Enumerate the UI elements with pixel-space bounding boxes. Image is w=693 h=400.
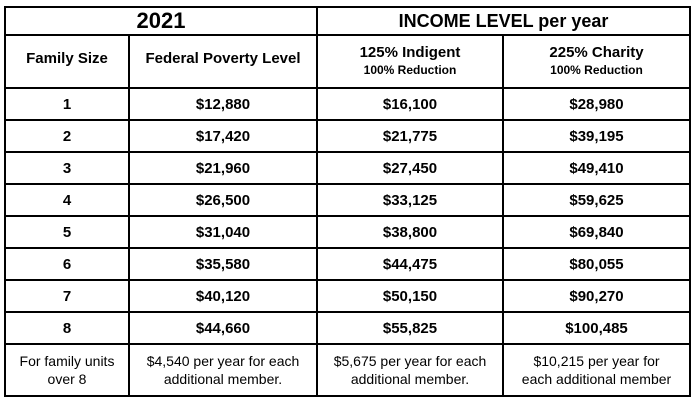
charity-value: $49,410 — [502, 151, 691, 185]
footer-indigent-line1: $5,675 per year for each — [333, 352, 487, 369]
table-row: 6 $35,580 $44,475 $80,055 — [4, 247, 691, 281]
indigent-value: $33,125 — [316, 183, 504, 217]
footer-poverty-line2: additional member. — [163, 371, 283, 387]
family-size-value: 2 — [4, 119, 130, 153]
charity-value: $59,625 — [502, 183, 691, 217]
footer-poverty-line1: $4,540 per year for each — [146, 352, 300, 369]
poverty-level-value: $26,500 — [128, 183, 318, 217]
charity-subtitle: 100% Reduction — [550, 63, 643, 78]
poverty-level-value: $17,420 — [128, 119, 318, 153]
charity-value: $28,980 — [502, 87, 691, 121]
charity-value: $90,270 — [502, 279, 691, 313]
footer-label-line2: over 8 — [47, 371, 87, 387]
footer-indigent-note: $5,675 per year for each additional memb… — [316, 343, 504, 397]
indigent-value: $50,150 — [316, 279, 504, 313]
table-row: 4 $26,500 $33,125 $59,625 — [4, 183, 691, 217]
footer-poverty-level-note: $4,540 per year for each additional memb… — [128, 343, 318, 397]
poverty-level-value: $21,960 — [128, 151, 318, 185]
poverty-level-value: $44,660 — [128, 311, 318, 345]
charity-value: $39,195 — [502, 119, 691, 153]
indigent-value: $38,800 — [316, 215, 504, 249]
indigent-value: $16,100 — [316, 87, 504, 121]
indigent-title: 125% Indigent — [359, 44, 461, 62]
column-header-poverty-level: Federal Poverty Level — [128, 34, 318, 89]
charity-value: $69,840 — [502, 215, 691, 249]
footer-family-units-label: For family units over 8 — [4, 343, 130, 397]
table-row: 7 $40,120 $50,150 $90,270 — [4, 279, 691, 313]
indigent-value: $27,450 — [316, 151, 504, 185]
footer-charity-line2: each additional member — [521, 371, 672, 387]
table-row: 5 $31,040 $38,800 $69,840 — [4, 215, 691, 249]
family-size-value: 4 — [4, 183, 130, 217]
family-size-value: 7 — [4, 279, 130, 313]
charity-title: 225% Charity — [549, 44, 644, 62]
family-size-value: 6 — [4, 247, 130, 281]
poverty-level-value: $12,880 — [128, 87, 318, 121]
table-row: 2 $17,420 $21,775 $39,195 — [4, 119, 691, 153]
table-row: 8 $44,660 $55,825 $100,485 — [4, 311, 691, 345]
indigent-value: $55,825 — [316, 311, 504, 345]
charity-value: $100,485 — [502, 311, 691, 345]
footer-charity-note: $10,215 per year for each additional mem… — [502, 343, 691, 397]
poverty-level-value: $40,120 — [128, 279, 318, 313]
column-header-charity: 225% Charity 100% Reduction — [502, 34, 691, 89]
column-header-family-size: Family Size — [4, 34, 130, 89]
poverty-level-value: $31,040 — [128, 215, 318, 249]
charity-value: $80,055 — [502, 247, 691, 281]
footer-charity-line1: $10,215 per year for — [533, 352, 660, 369]
family-size-value: 8 — [4, 311, 130, 345]
indigent-value: $21,775 — [316, 119, 504, 153]
column-header-indigent: 125% Indigent 100% Reduction — [316, 34, 504, 89]
income-level-table: 2021 INCOME LEVEL per year Family Size F… — [4, 6, 691, 397]
indigent-subtitle: 100% Reduction — [363, 63, 457, 78]
footer-label-line1: For family units — [19, 352, 115, 369]
table-row: 3 $21,960 $27,450 $49,410 — [4, 151, 691, 185]
family-size-value: 1 — [4, 87, 130, 121]
footer-indigent-line2: additional member. — [350, 371, 470, 387]
family-size-value: 3 — [4, 151, 130, 185]
indigent-value: $44,475 — [316, 247, 504, 281]
poverty-level-label: Federal Poverty Level — [145, 50, 301, 67]
table-row-year-header: 2021 INCOME LEVEL per year — [4, 6, 691, 36]
poverty-level-value: $35,580 — [128, 247, 318, 281]
family-size-label: Family Size — [26, 50, 108, 67]
table-row: 1 $12,880 $16,100 $28,980 — [4, 87, 691, 121]
family-size-value: 5 — [4, 215, 130, 249]
income-level-header: INCOME LEVEL per year — [316, 6, 691, 36]
year-header: 2021 — [4, 6, 318, 36]
table-row-footer: For family units over 8 $4,540 per year … — [4, 343, 691, 397]
table-row-column-headers: Family Size Federal Poverty Level 125% I… — [4, 34, 691, 89]
